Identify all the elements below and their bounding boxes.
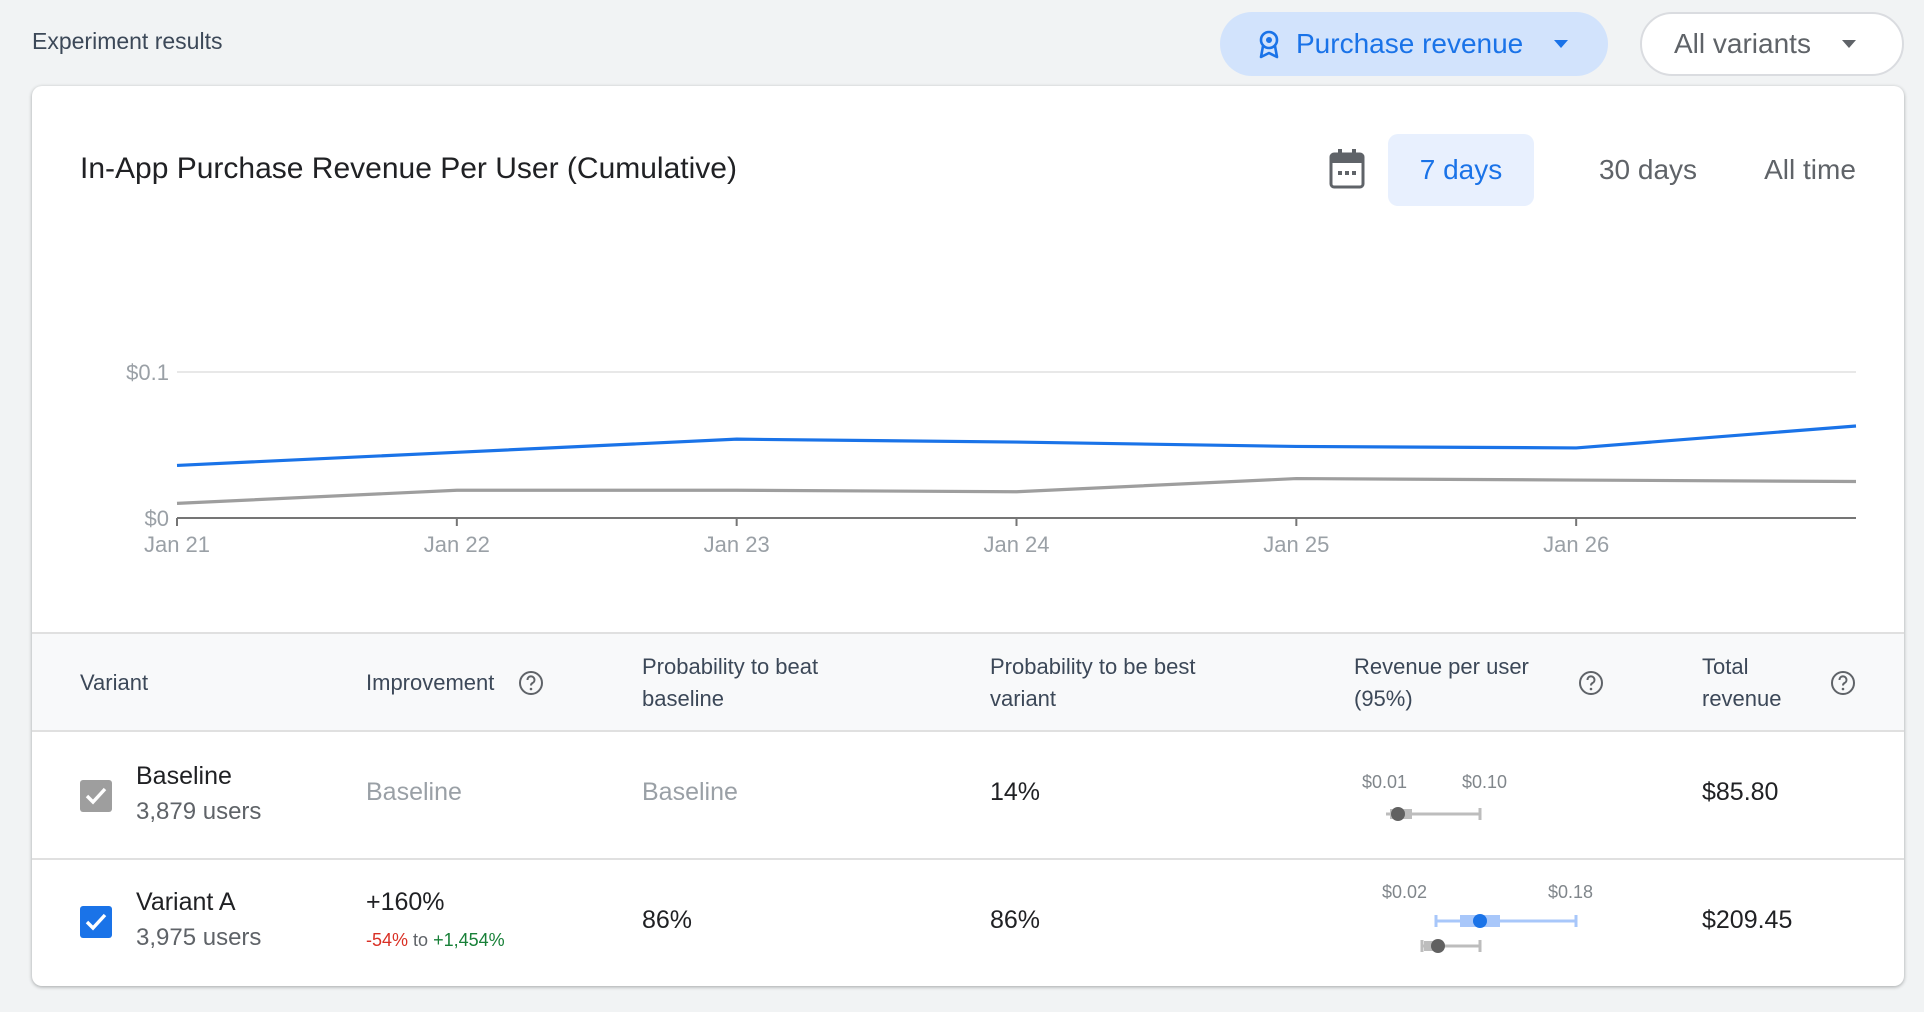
header-total-revenue: Total revenue: [1702, 654, 1782, 711]
prob-best-value: 14%: [990, 778, 1041, 806]
variant-name: Baseline: [136, 762, 232, 790]
metric-dropdown-label: Purchase revenue: [1296, 28, 1524, 59]
page-title: Experiment results: [32, 28, 223, 54]
range-30-days-button[interactable]: 30 days: [1598, 154, 1698, 185]
y-tick-label: $0: [145, 506, 169, 531]
chart-title: In-App Purchase Revenue Per User (Cumula…: [80, 152, 737, 185]
y-tick-label: $0.1: [126, 360, 169, 385]
help-icon[interactable]: [518, 670, 544, 696]
metric-dropdown[interactable]: Purchase revenue: [1220, 12, 1608, 76]
table-header: Variant Improvement Probability to beat …: [32, 632, 1904, 732]
total-revenue-value: $209.45: [1702, 906, 1793, 934]
check-icon: [85, 913, 107, 931]
prob-best-value: 86%: [990, 906, 1041, 934]
check-icon: [85, 787, 107, 805]
ci-high-label: $0.18: [1548, 882, 1594, 902]
table-row: Variant A 3,975 users +160% -54% to +1,4…: [32, 860, 1904, 986]
variant-users: 3,975 users: [136, 924, 262, 951]
variant-filter-dropdown[interactable]: All variants: [1640, 12, 1904, 76]
help-icon[interactable]: [1578, 670, 1604, 696]
baseline-series-line: [176, 476, 1857, 505]
baseline-checkbox[interactable]: [80, 780, 112, 812]
variant-users: 3,879 users: [136, 798, 262, 825]
prob-beat-value: Baseline: [642, 778, 738, 806]
header-prob-best: Probability to be best variant: [990, 654, 1196, 711]
calendar-icon[interactable]: [1328, 148, 1366, 190]
baseline-ci-plot: [1386, 807, 1482, 821]
variant-name: Variant A: [136, 888, 236, 916]
variant-a-checkbox[interactable]: [80, 906, 112, 938]
ci-high-label: $0.10: [1462, 772, 1508, 792]
header-prob-beat: Probability to beat baseline: [642, 654, 819, 711]
x-tick-label: Jan 22: [424, 532, 490, 557]
improvement-high: +1,454%: [433, 930, 505, 950]
variant-a-ci-plot: [1434, 914, 1578, 928]
header-revenue-per-user: Revenue per user (95%): [1354, 654, 1529, 711]
x-tick-label: Jan 24: [983, 532, 1049, 557]
variant-a-series-line: [176, 424, 1857, 468]
improvement-value: +160%: [366, 888, 445, 916]
variant-filter-label: All variants: [1674, 28, 1811, 59]
ci-low-label: $0.01: [1362, 772, 1408, 792]
caret-down-icon: [1554, 40, 1569, 48]
table-row: Baseline 3,879 users Baseline Baseline 1…: [32, 732, 1904, 860]
award-icon: [1259, 30, 1279, 59]
total-revenue-value: $85.80: [1702, 778, 1779, 806]
x-tick-label: Jan 25: [1263, 532, 1329, 557]
results-card: In-App Purchase Revenue Per User (Cumula…: [32, 86, 1904, 986]
ci-low-label: $0.02: [1382, 882, 1428, 902]
x-tick-label: Jan 26: [1543, 532, 1609, 557]
improvement-low: -54%: [366, 930, 409, 950]
improvement-value: Baseline: [366, 778, 462, 806]
help-icon[interactable]: [1830, 670, 1856, 696]
caret-down-icon: [1841, 40, 1856, 48]
header-variant: Variant: [80, 670, 149, 695]
header-improvement: Improvement: [366, 670, 495, 695]
x-tick-label: Jan 21: [144, 532, 210, 557]
range-7-days-button[interactable]: 7 days: [1388, 134, 1534, 206]
prob-beat-value: 86%: [642, 906, 693, 934]
baseline-ci-plot: [1420, 939, 1482, 953]
improvement-range: -54% to +1,454%: [366, 930, 505, 950]
range-all-time-button[interactable]: All time: [1764, 154, 1856, 185]
x-tick-label: Jan 23: [704, 532, 770, 557]
line-chart: $0 $0.1 Jan 21 Jan 22 Jan 23 Jan 24 Jan 25 Jan …: [126, 360, 1857, 557]
